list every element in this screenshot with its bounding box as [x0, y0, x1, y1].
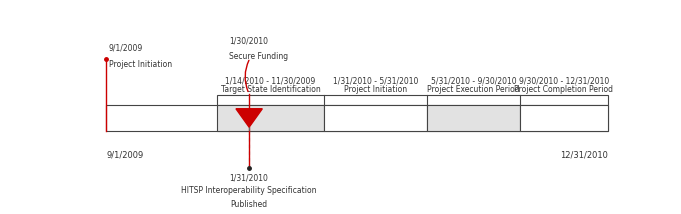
Text: 1/31/2010: 1/31/2010 — [229, 173, 268, 182]
Text: 9/1/2009: 9/1/2009 — [109, 43, 143, 52]
Text: 9/1/2009: 9/1/2009 — [106, 151, 144, 160]
Bar — [427, 105, 520, 131]
Bar — [520, 105, 607, 131]
Text: Published: Published — [231, 200, 268, 209]
Text: 1/14/2010 - 11/30/2009: 1/14/2010 - 11/30/2009 — [225, 76, 315, 85]
Text: Project Execution Period: Project Execution Period — [427, 85, 520, 94]
Bar — [324, 105, 427, 131]
Text: Project Completion Period: Project Completion Period — [514, 85, 614, 94]
Text: Project Initiation: Project Initiation — [344, 85, 407, 94]
Text: Project Initiation: Project Initiation — [109, 60, 172, 69]
Text: Secure Funding: Secure Funding — [229, 52, 288, 61]
Text: HITSP Interoperability Specification: HITSP Interoperability Specification — [181, 186, 317, 195]
Text: Target State Identification: Target State Identification — [221, 85, 320, 94]
Text: 12/31/2010: 12/31/2010 — [560, 151, 607, 160]
Bar — [106, 105, 607, 131]
Bar — [217, 105, 324, 131]
Polygon shape — [236, 109, 262, 127]
Text: 9/30/2010 - 12/31/2010: 9/30/2010 - 12/31/2010 — [519, 76, 609, 85]
Text: 5/31/2010 - 9/30/2010: 5/31/2010 - 9/30/2010 — [430, 76, 516, 85]
Text: 1/31/2010 - 5/31/2010: 1/31/2010 - 5/31/2010 — [333, 76, 418, 85]
Bar — [217, 95, 607, 105]
Text: 1/30/2010: 1/30/2010 — [229, 36, 268, 45]
